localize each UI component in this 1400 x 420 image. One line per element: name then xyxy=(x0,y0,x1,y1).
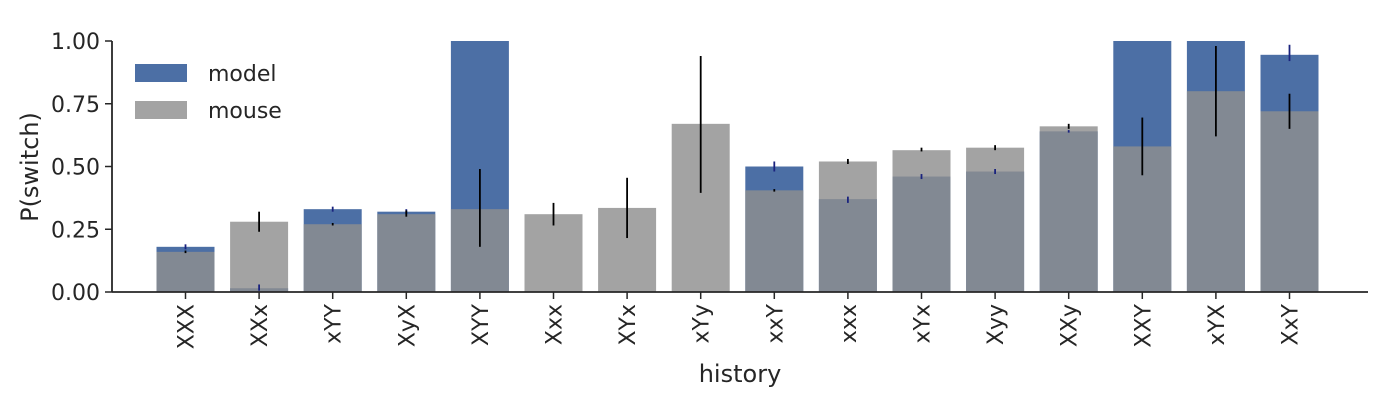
y-tick-label: 0.00 xyxy=(51,281,100,306)
x-tick-label: xYX xyxy=(1205,304,1230,346)
bar-mouse-xYY xyxy=(303,224,362,292)
bar-mouse-XXx xyxy=(230,221,289,292)
y-tick-label: 0.75 xyxy=(51,93,100,118)
x-tick-label: Xyy xyxy=(984,304,1009,345)
x-tick-label: XYY xyxy=(469,303,494,346)
x-tick-label: xxx xyxy=(837,304,862,343)
x-tick-label: XXX xyxy=(175,304,200,349)
y-tick-label: 1.00 xyxy=(51,30,100,55)
legend: model mouse xyxy=(135,62,282,124)
error-bars-layer xyxy=(184,44,1291,291)
legend-swatch-mouse xyxy=(135,101,187,119)
x-tick-label: XXy xyxy=(1058,304,1083,347)
x-tick-label: XyX xyxy=(395,304,420,347)
bar-mouse-XXX xyxy=(156,251,215,292)
x-axis-ticks: XXX XXx xYY XyX XYY Xxx XYx xYy xxY xxx xYx Xyy XXy X… xyxy=(175,292,1304,349)
legend-swatch-model xyxy=(135,64,187,82)
bar-mouse-XXy xyxy=(1039,126,1098,292)
x-tick-label: XYx xyxy=(616,304,641,346)
x-tick-label: XXY xyxy=(1131,303,1156,347)
bar-mouse-xYx xyxy=(892,150,951,292)
y-axis-ticks: 0.00 0.25 0.50 0.75 1.00 xyxy=(51,30,112,306)
y-tick-label: 0.25 xyxy=(51,218,100,243)
x-tick-label: xxY xyxy=(763,303,788,343)
bar-mouse-XyX xyxy=(377,214,436,292)
bar-mouse-xxx xyxy=(818,161,877,292)
x-tick-label: XXx xyxy=(248,304,273,347)
x-tick-label: xYy xyxy=(690,304,715,343)
legend-label-mouse: mouse xyxy=(208,99,282,124)
x-tick-label: xYY xyxy=(322,303,347,343)
bars-layer xyxy=(156,41,1319,293)
series-mouse xyxy=(156,91,1319,292)
x-axis-label: history xyxy=(699,360,782,388)
bar-mouse-Xxx xyxy=(524,214,583,292)
bar-mouse-XxY xyxy=(1260,111,1319,292)
y-tick-label: 0.50 xyxy=(51,156,100,181)
x-tick-label: Xxx xyxy=(543,304,568,345)
bar-mouse-xxY xyxy=(745,190,804,292)
y-axis-label: P(switch) xyxy=(16,112,44,222)
x-tick-label: xYx xyxy=(911,304,936,343)
x-tick-label: XxY xyxy=(1279,303,1304,345)
legend-label-model: model xyxy=(208,62,277,87)
